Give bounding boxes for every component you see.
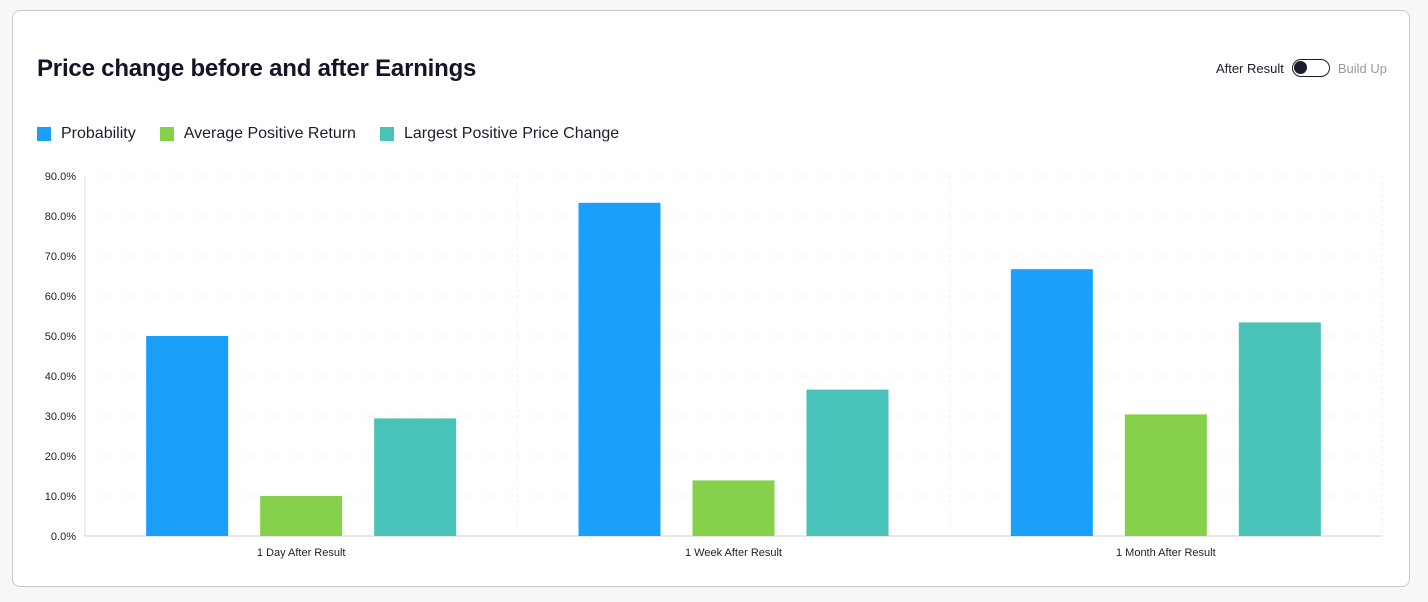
x-tick-label: 1 Week After Result <box>685 547 782 559</box>
y-tick-label: 70.0% <box>45 251 76 263</box>
bar-average-positive-return[interactable] <box>260 496 343 536</box>
chart-legend: Probability Average Positive Return Larg… <box>37 125 619 143</box>
y-tick-label: 60.0% <box>45 291 76 303</box>
legend-item-probability[interactable]: Probability <box>37 125 136 143</box>
legend-item-largest-positive-price-change[interactable]: Largest Positive Price Change <box>379 125 620 143</box>
toggle-label-build-up[interactable]: Build Up <box>1337 60 1387 76</box>
bar-average-positive-return[interactable] <box>1124 414 1207 536</box>
y-tick-label: 50.0% <box>45 331 76 343</box>
legend-label-largest-positive-price-change: Largest Positive Price Change <box>403 125 620 142</box>
toggle-knob <box>1293 61 1307 74</box>
bar-largest-positive-price-change[interactable] <box>1238 322 1321 536</box>
legend-swatch-probability <box>37 127 51 141</box>
legend-label-average-positive-return: Average Positive Return <box>183 125 356 142</box>
y-tick-label: 30.0% <box>45 411 76 423</box>
y-tick-label: 80.0% <box>45 211 76 223</box>
legend-label-probability: Probability <box>61 125 136 142</box>
bar-probability[interactable] <box>578 202 661 537</box>
bar-largest-positive-price-change[interactable] <box>374 418 457 536</box>
legend-swatch-largest-positive-price-change <box>379 127 394 141</box>
x-tick-label: 1 Month After Result <box>1116 547 1216 559</box>
y-tick-label: 0.0% <box>51 531 76 543</box>
y-tick-label: 20.0% <box>45 451 76 463</box>
legend-swatch-average-positive-return <box>159 127 174 141</box>
result-toggle-group: After Result Build Up <box>1216 59 1387 77</box>
y-tick-label: 40.0% <box>45 371 76 383</box>
legend-item-average-positive-return[interactable]: Average Positive Return <box>159 125 356 143</box>
after-result-build-up-toggle[interactable] <box>1291 59 1330 77</box>
y-tick-label: 90.0% <box>45 171 76 183</box>
bar-largest-positive-price-change[interactable] <box>806 389 889 536</box>
chart-title: Price change before and after Earnings <box>37 55 477 82</box>
bar-probability[interactable] <box>146 336 229 536</box>
x-tick-label: 1 Day After Result <box>257 547 346 559</box>
bar-probability[interactable] <box>1010 269 1093 536</box>
bar-average-positive-return[interactable] <box>692 480 775 536</box>
y-tick-label: 10.0% <box>45 491 76 503</box>
toggle-label-after-result[interactable]: After Result <box>1215 60 1284 76</box>
